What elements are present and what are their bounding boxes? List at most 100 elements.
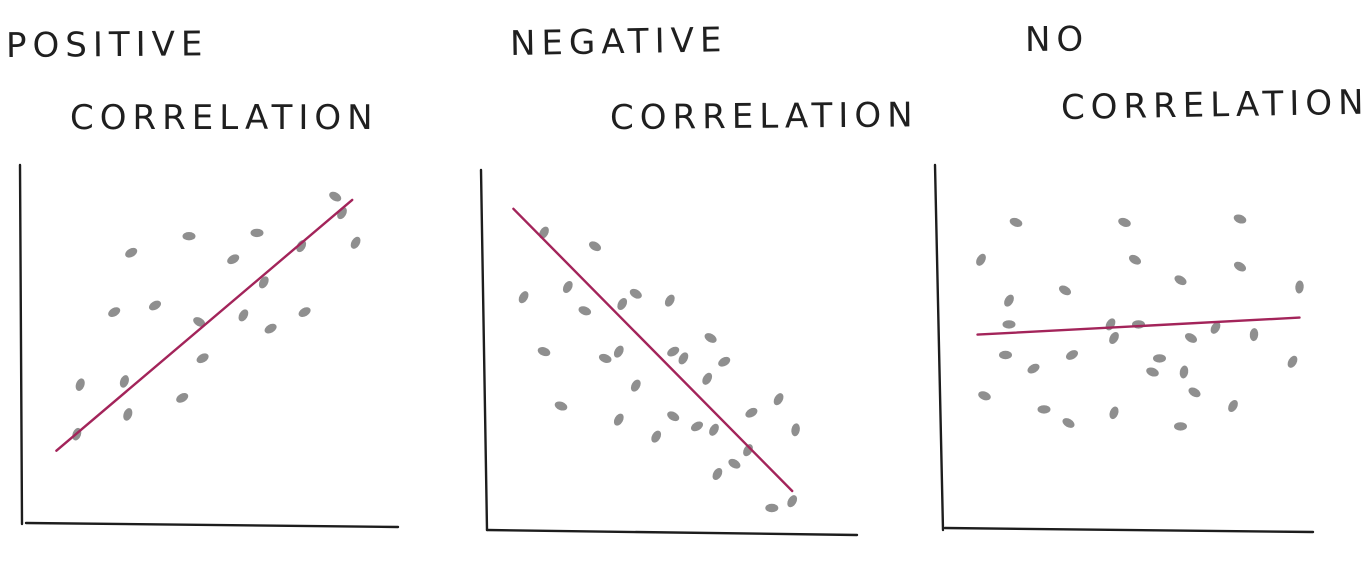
negative-data-point	[598, 353, 612, 363]
no-data-point	[1287, 355, 1298, 368]
no-data-point	[1233, 261, 1247, 272]
no-data-point	[1184, 333, 1198, 343]
positive-data-point	[227, 254, 240, 265]
positive-data-point	[108, 307, 121, 317]
no-data-point	[1174, 422, 1187, 431]
no-correlation-plot	[933, 163, 1315, 534]
negative-data-point	[651, 430, 662, 443]
no-data-point	[1295, 280, 1304, 294]
no-data-point	[1188, 387, 1201, 398]
no-data-point	[1153, 354, 1166, 363]
negative-data-point	[709, 423, 719, 436]
no-data-point	[1062, 418, 1075, 428]
positive-data-point	[329, 191, 342, 202]
negative-data-point	[667, 346, 680, 357]
negative-data-point	[664, 294, 675, 307]
no-data-point	[1233, 214, 1247, 224]
no-y-axis	[933, 163, 945, 532]
negative-data-point	[617, 297, 628, 311]
positive-data-point	[182, 232, 196, 241]
negative-data-point	[518, 291, 529, 304]
positive-title-line-2: CORRELATION	[70, 98, 379, 138]
no-x-axis	[943, 526, 1315, 534]
negative-data-point	[554, 401, 568, 411]
negative-data-point	[773, 393, 784, 406]
positive-data-point	[75, 378, 85, 391]
no-trend-line	[976, 316, 1301, 336]
negative-title-line-2: CORRELATION	[609, 95, 919, 138]
positive-data-point	[264, 323, 277, 334]
positive-data-point	[350, 236, 361, 249]
positive-data-point	[296, 240, 307, 253]
positive-data-point	[148, 300, 162, 311]
no-data-point	[976, 253, 986, 266]
no-data-point	[978, 391, 991, 401]
positive-data-point	[193, 317, 206, 327]
positive-data-point	[298, 307, 311, 317]
no-correlation-panel: NO CORRELATION	[915, 0, 1364, 564]
no-data-point	[1146, 367, 1159, 377]
positive-data-point	[123, 408, 133, 421]
negative-data-point	[728, 458, 741, 469]
negative-data-point	[718, 356, 731, 367]
no-data-point	[1118, 217, 1131, 227]
no-data-point	[1128, 254, 1142, 265]
no-data-point	[1065, 350, 1079, 360]
no-data-point	[1027, 363, 1040, 374]
positive-trend-line	[55, 198, 354, 452]
negative-data-point	[704, 333, 717, 343]
positive-data-point	[176, 393, 189, 403]
no-data-point	[1228, 399, 1238, 413]
positive-data-point	[196, 353, 209, 364]
positive-data-point	[250, 228, 264, 238]
negative-correlation-plot	[479, 168, 859, 537]
negative-data-point	[787, 495, 798, 508]
negative-x-axis	[485, 528, 859, 537]
negative-data-point	[702, 372, 713, 385]
no-data-point	[1058, 285, 1072, 296]
no-data-point	[1174, 275, 1187, 286]
negative-data-point	[539, 226, 549, 239]
negative-data-point	[588, 241, 602, 252]
negative-data-point	[578, 306, 592, 316]
negative-data-point	[678, 352, 689, 365]
negative-data-point	[745, 407, 758, 418]
negative-data-point	[667, 411, 680, 422]
negative-data-point	[791, 423, 800, 437]
positive-title-line-1: POSITIVE	[5, 24, 209, 66]
negative-data-point	[765, 503, 779, 513]
negative-data-point	[690, 421, 704, 432]
positive-data-point	[125, 247, 138, 258]
negative-data-point	[537, 347, 551, 357]
negative-y-axis	[479, 168, 489, 532]
negative-data-point	[613, 413, 624, 426]
no-data-point	[1002, 320, 1016, 329]
no-data-point	[1009, 217, 1023, 227]
positive-x-axis	[24, 521, 400, 529]
no-data-point	[1109, 331, 1119, 345]
negative-trend-line	[512, 207, 794, 493]
positive-data-point	[258, 276, 269, 289]
no-data-point	[1249, 328, 1259, 342]
negative-correlation-panel: NEGATIVE CORRELATION	[455, 0, 919, 564]
no-data-point	[999, 350, 1012, 360]
no-data-point	[1037, 405, 1051, 414]
negative-data-point	[630, 379, 641, 392]
no-title-line-1: NO	[1024, 19, 1090, 60]
positive-data-point	[119, 375, 129, 388]
no-data-point	[1004, 294, 1014, 307]
no-data-point	[1105, 318, 1116, 331]
negative-title-line-1: NEGATIVE	[509, 20, 728, 64]
positive-correlation-plot	[18, 163, 400, 529]
positive-correlation-panel: POSITIVE CORRELATION	[0, 0, 430, 564]
no-title-line-2: CORRELATION	[1060, 82, 1364, 128]
negative-data-point	[629, 288, 642, 299]
no-data-point	[1210, 321, 1221, 334]
no-data-point	[1179, 365, 1189, 379]
negative-data-point	[613, 345, 624, 358]
negative-data-point	[712, 467, 723, 481]
positive-y-axis	[18, 163, 24, 526]
no-data-point	[1109, 406, 1119, 420]
positive-data-point	[238, 309, 249, 322]
negative-data-point	[562, 280, 573, 294]
